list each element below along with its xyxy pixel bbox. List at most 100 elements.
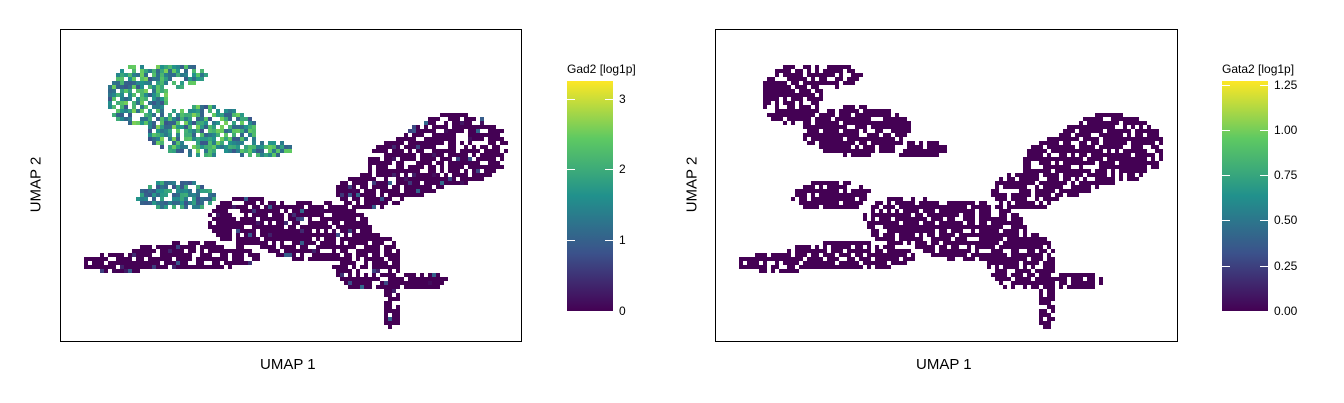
cell-point — [891, 145, 895, 149]
cell-point — [827, 133, 831, 137]
cell-point — [1099, 177, 1103, 181]
cell-point — [300, 237, 304, 241]
cell-point — [871, 213, 875, 217]
cell-point — [879, 257, 883, 261]
cell-point — [388, 157, 392, 161]
cell-point — [1095, 153, 1099, 157]
cell-point — [404, 193, 408, 197]
cell-point — [464, 181, 468, 185]
cell-point — [1035, 253, 1039, 257]
cell-point — [1127, 177, 1131, 181]
cell-point — [1079, 277, 1083, 281]
cell-point — [791, 109, 795, 113]
cell-point — [847, 253, 851, 257]
cell-point — [180, 81, 184, 85]
cell-point — [811, 265, 815, 269]
cell-point — [456, 157, 460, 161]
colorbar-tick-mark — [567, 240, 575, 241]
cell-point — [420, 277, 424, 281]
cell-point — [1083, 281, 1087, 285]
cell-point — [807, 201, 811, 205]
cell-point — [328, 225, 332, 229]
cell-point — [883, 261, 887, 265]
cell-point — [823, 113, 827, 117]
cell-point — [963, 237, 967, 241]
cell-point — [819, 77, 823, 81]
cell-point — [180, 141, 184, 145]
cell-point — [228, 145, 232, 149]
cell-point — [899, 117, 903, 121]
cell-point — [1071, 137, 1075, 141]
cell-point — [296, 237, 300, 241]
cell-point — [959, 225, 963, 229]
cell-point — [392, 245, 396, 249]
cell-point — [767, 97, 771, 101]
cell-point — [152, 257, 156, 261]
cell-point — [432, 273, 436, 277]
cell-point — [400, 181, 404, 185]
cell-point — [208, 245, 212, 249]
cell-point — [220, 249, 224, 253]
cell-point — [240, 253, 244, 257]
cell-point — [971, 217, 975, 221]
cell-point — [839, 109, 843, 113]
cell-point — [795, 189, 799, 193]
cell-point — [1059, 133, 1063, 137]
cell-point — [200, 205, 204, 209]
cell-point — [911, 209, 915, 213]
cell-point — [971, 213, 975, 217]
cell-point — [771, 117, 775, 121]
cell-point — [268, 221, 272, 225]
cell-point — [1139, 133, 1143, 137]
cell-point — [935, 217, 939, 221]
cell-point — [168, 133, 172, 137]
cell-point — [891, 257, 895, 261]
cell-point — [895, 209, 899, 213]
cell-point — [488, 129, 492, 133]
cell-point — [340, 189, 344, 193]
cell-point — [140, 97, 144, 101]
cell-point — [412, 273, 416, 277]
cell-point — [795, 249, 799, 253]
cell-point — [92, 261, 96, 265]
cell-point — [184, 69, 188, 73]
cell-point — [819, 249, 823, 253]
cell-point — [172, 185, 176, 189]
cell-point — [444, 157, 448, 161]
cell-point — [384, 181, 388, 185]
cell-point — [995, 261, 999, 265]
cell-point — [444, 149, 448, 153]
cell-point — [1023, 241, 1027, 245]
cell-point — [835, 241, 839, 245]
cell-point — [815, 181, 819, 185]
cell-point — [176, 253, 180, 257]
cell-point — [312, 205, 316, 209]
cell-point — [983, 205, 987, 209]
cell-point — [931, 141, 935, 145]
cell-point — [851, 265, 855, 269]
cell-point — [887, 225, 891, 229]
cell-point — [843, 265, 847, 269]
cell-point — [160, 113, 164, 117]
cell-point — [388, 301, 392, 305]
cell-point — [919, 145, 923, 149]
cell-point — [839, 245, 843, 249]
cell-point — [1079, 185, 1083, 189]
cell-point — [224, 237, 228, 241]
cell-point — [1051, 289, 1055, 293]
cell-point — [1111, 113, 1115, 117]
cell-point — [192, 145, 196, 149]
cell-point — [132, 73, 136, 77]
cell-point — [184, 145, 188, 149]
cell-point — [1043, 325, 1047, 329]
cell-point — [332, 265, 336, 269]
cell-point — [907, 145, 911, 149]
cell-point — [1047, 161, 1051, 165]
cell-point — [879, 129, 883, 133]
cell-point — [488, 125, 492, 129]
cell-point — [204, 245, 208, 249]
cell-point — [875, 265, 879, 269]
cell-point — [252, 237, 256, 241]
cell-point — [356, 189, 360, 193]
cell-point — [859, 141, 863, 145]
